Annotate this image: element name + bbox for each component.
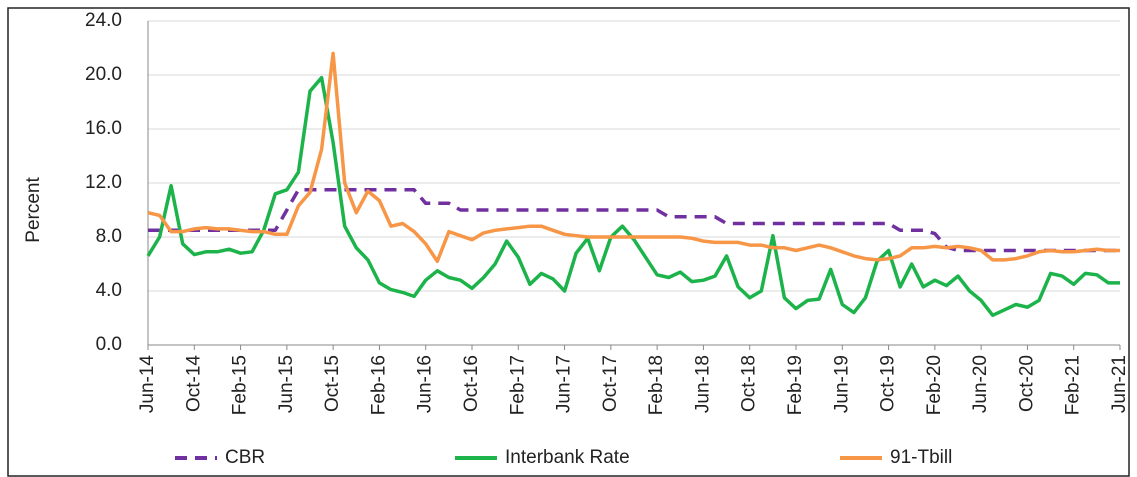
y-tick-label: 16.0 bbox=[85, 118, 122, 139]
x-tick-label: Jun-20 bbox=[970, 355, 991, 413]
x-tick-label: Feb-15 bbox=[230, 355, 251, 415]
legend-label: Interbank Rate bbox=[505, 447, 630, 468]
x-tick-label: Jun-17 bbox=[554, 355, 575, 413]
series-line bbox=[146, 75, 1120, 318]
x-tick-label: Feb-19 bbox=[785, 355, 806, 415]
series-line bbox=[147, 51, 1120, 264]
y-tick-label: 20.0 bbox=[85, 64, 122, 85]
x-tick-label: Oct-16 bbox=[461, 355, 482, 412]
x-tick-label: Feb-20 bbox=[924, 355, 945, 415]
x-tick-label: Feb-17 bbox=[507, 355, 528, 415]
legend-label: 91-Tbill bbox=[890, 447, 952, 468]
x-tick-label: Jun-16 bbox=[415, 355, 436, 413]
y-tick-label: 24.0 bbox=[85, 10, 122, 31]
y-tick-label: 8.0 bbox=[96, 226, 122, 247]
x-tick-label: Jun-14 bbox=[137, 355, 158, 414]
x-tick-label: Oct-18 bbox=[739, 355, 760, 412]
x-tick-label: Jun-19 bbox=[831, 355, 852, 413]
chart-frame bbox=[7, 7, 1130, 477]
x-tick-label: Oct-17 bbox=[600, 355, 621, 412]
x-tick-label: Feb-18 bbox=[646, 355, 667, 415]
y-tick-label: 12.0 bbox=[85, 172, 122, 193]
x-tick-label: Jun-18 bbox=[692, 355, 713, 413]
x-tick-label: Oct-20 bbox=[1016, 355, 1037, 412]
x-tick-label: Oct-19 bbox=[878, 355, 899, 412]
y-axis-label: Percent bbox=[23, 177, 44, 243]
x-tick-label: Oct-14 bbox=[183, 355, 204, 412]
x-tick-label: Jun-15 bbox=[276, 355, 297, 413]
x-tick-label: Oct-15 bbox=[322, 355, 343, 412]
y-tick-label: 0.0 bbox=[96, 334, 122, 355]
legend-label: CBR bbox=[225, 447, 265, 468]
x-tick-label: Feb-21 bbox=[1063, 355, 1084, 415]
y-tick-label: 4.0 bbox=[96, 280, 122, 301]
x-tick-label: Jun-21 bbox=[1109, 355, 1130, 413]
x-tick-label: Feb-16 bbox=[368, 355, 389, 415]
